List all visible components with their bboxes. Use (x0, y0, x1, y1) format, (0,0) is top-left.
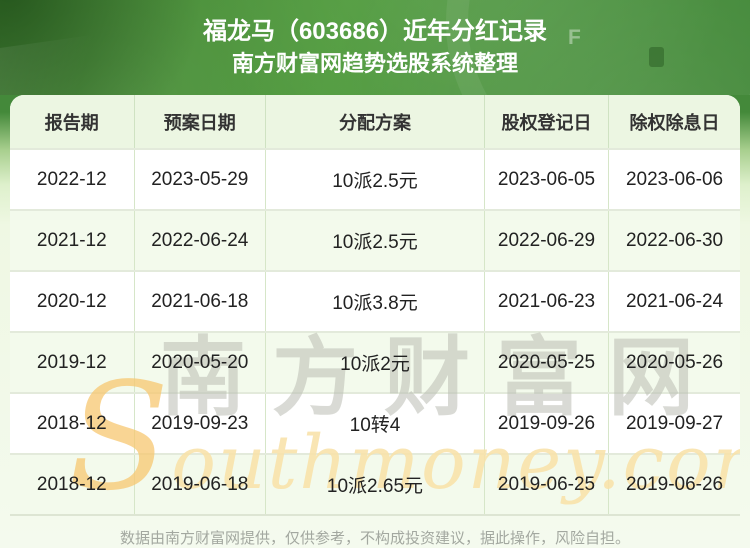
table-cell: 2019-06-26 (608, 453, 740, 516)
column-header-plan-date: 预案日期 (133, 95, 266, 149)
table-cell: 2021-12 (10, 209, 135, 271)
fuel-gauge-arc (446, 0, 750, 95)
column-header-report-period: 报告期 (44, 112, 99, 133)
dividend-table-container: 南方财富网 Southmoney.com 报告期 预案日期 分配方案 股权登记日… (10, 95, 740, 516)
column-header-distribution-plan: 分配方案 (264, 95, 485, 149)
table-cell: 2019-12 (10, 331, 135, 393)
table-cell: 2021-06-18 (133, 270, 266, 332)
table-cell: 2022-06-30 (608, 209, 740, 271)
column-header-record-date: 股权登记日 (483, 95, 609, 149)
table-cell: 2019-06-25 (483, 453, 609, 516)
table-cell: 2020-05-20 (133, 331, 266, 393)
table-cell: 2019-09-23 (133, 392, 266, 454)
disclaimer-text: 数据由南方财富网提供，仅供参考，不构成投资建议，据此操作，风险自担。 (119, 530, 630, 547)
table-cell: 2022-12 (10, 148, 135, 210)
column-header-ex-dividend-date: 除权除息日 (608, 95, 740, 149)
fuel-gauge-letter: F (568, 26, 581, 49)
table-cell: 10转4 (264, 392, 485, 454)
table-cell: 2020-12 (10, 270, 135, 332)
page-header: F 福龙马（603686）近年分红记录 南方财富网趋势选股系统整理 (0, 0, 750, 95)
table-cell: 2023-05-29 (133, 148, 266, 210)
table-cell: 10派3.8元 (264, 270, 485, 332)
table-cell: 2021-06-24 (608, 270, 740, 332)
table-cell: 2019-09-26 (483, 392, 609, 454)
table-cell: 2019-06-18 (133, 453, 266, 516)
table-cell: 2022-06-29 (483, 209, 609, 271)
table-cell: 10派2.5元 (264, 209, 485, 271)
table-row: 2021-12 2022-06-24 10派2.5元 2022-06-29 20… (10, 209, 740, 271)
table-cell: 2022-06-24 (133, 209, 266, 271)
table-row: 2019-12 2020-05-20 10派2元 2020-05-25 2020… (10, 331, 740, 393)
table-row: 2018-12 2019-09-23 10转4 2019-09-26 2019-… (10, 392, 740, 454)
table-cell: 2018-12 (10, 453, 135, 516)
table-cell: 2023-06-05 (483, 148, 609, 210)
table-row: 2020-12 2021-06-18 10派3.8元 2021-06-23 20… (10, 270, 740, 332)
table-cell: 2023-06-06 (608, 148, 740, 210)
table-row: 2018-12 2019-06-18 10派2.65元 2019-06-25 2… (10, 453, 740, 516)
table-row: 2022-12 2023-05-29 10派2.5元 2023-06-05 20… (10, 148, 740, 210)
table-cell: 2020-05-26 (608, 331, 740, 393)
table-cell: 2021-06-23 (483, 270, 609, 332)
table-cell: 10派2.5元 (264, 148, 485, 210)
table-cell: 10派2.65元 (264, 453, 485, 516)
table-cell: 2018-12 (10, 392, 135, 454)
table-cell: 2019-09-27 (608, 392, 740, 454)
fuel-pump-icon (649, 47, 664, 67)
dividend-table: 报告期 预案日期 分配方案 股权登记日 除权除息日 2022-12 2023-0… (10, 95, 740, 516)
table-cell: 10派2元 (264, 331, 485, 393)
table-header-row: 报告期 预案日期 分配方案 股权登记日 除权除息日 (10, 95, 740, 149)
table-cell: 2020-05-25 (483, 331, 609, 393)
